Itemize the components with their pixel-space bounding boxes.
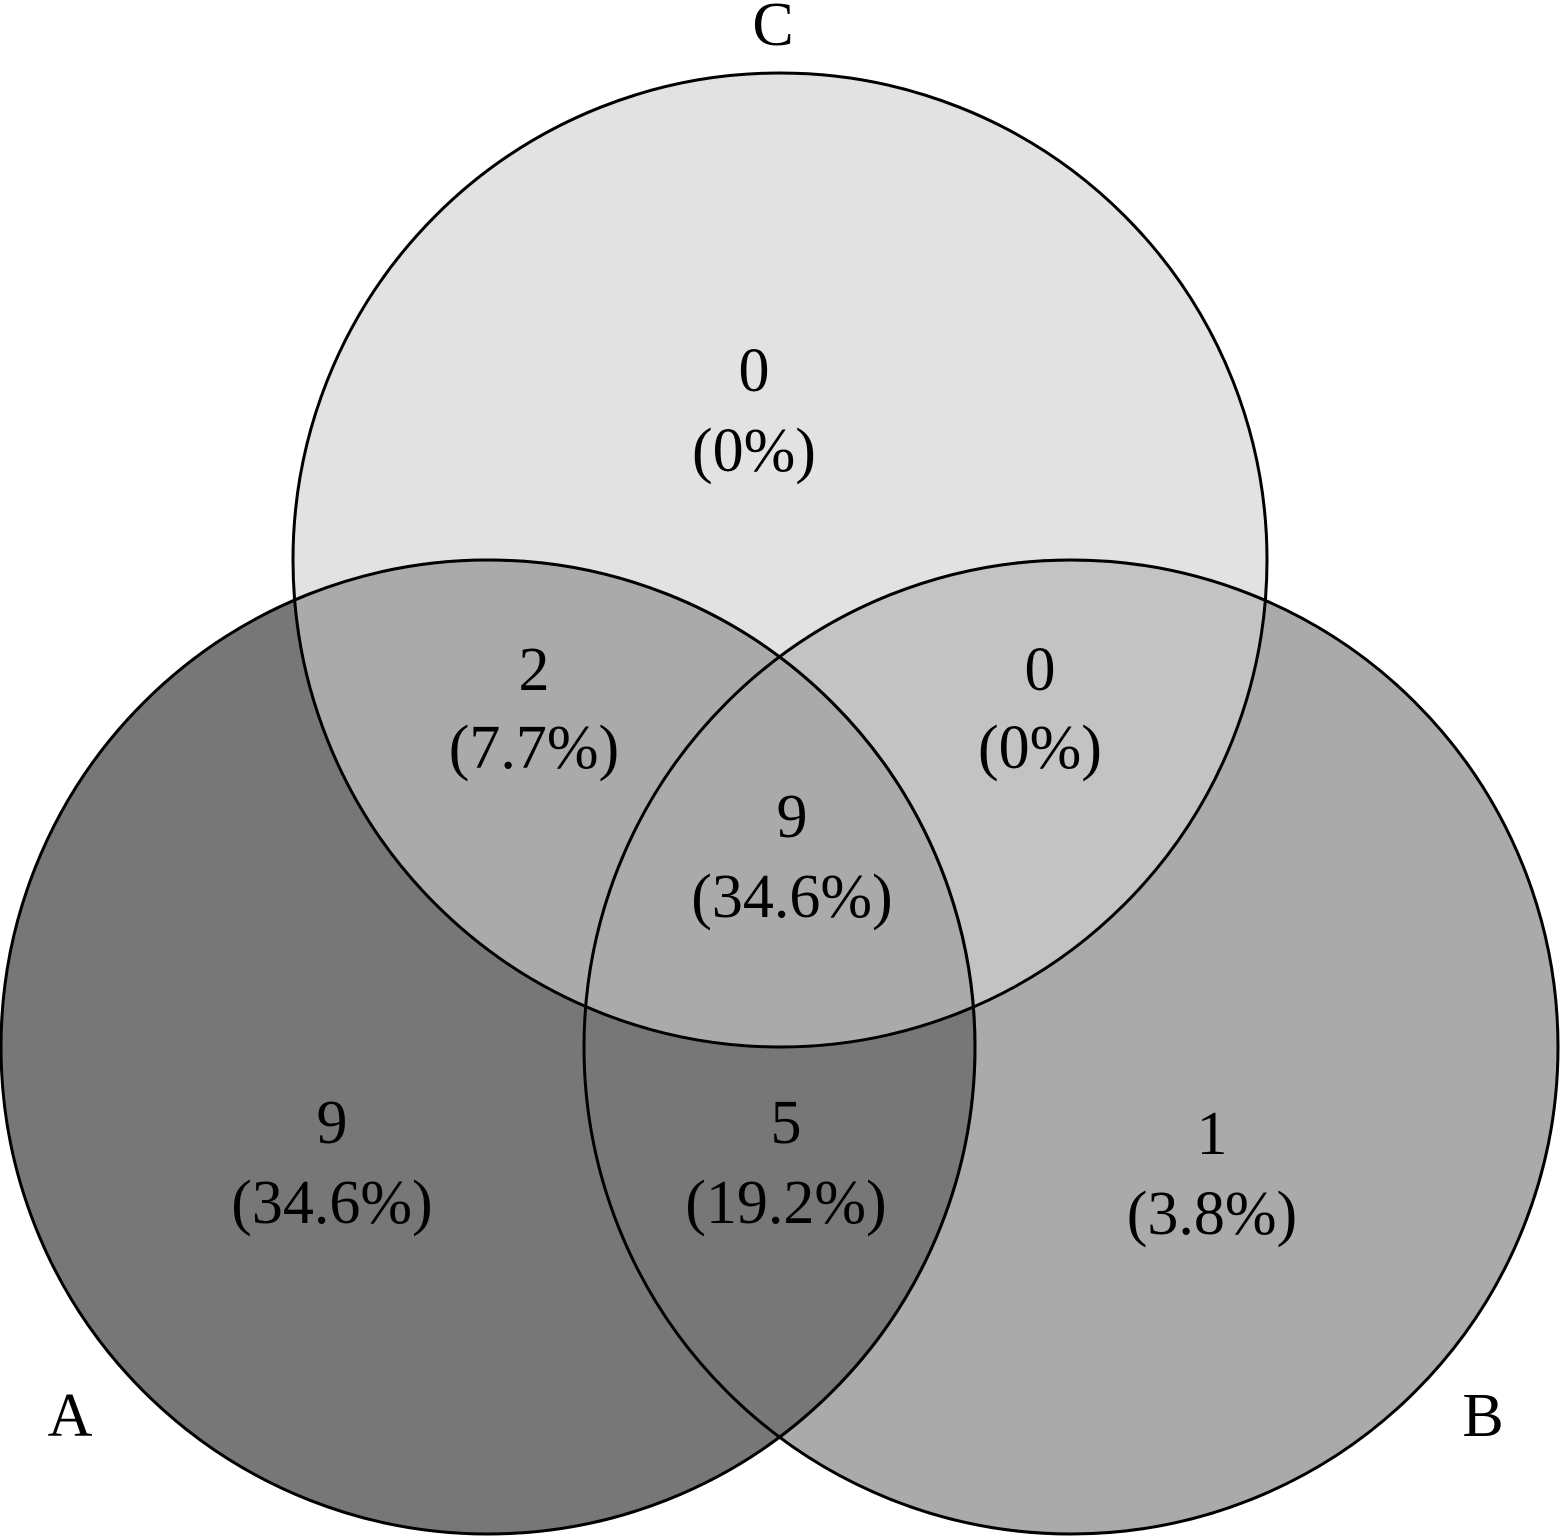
region-bc-label: 0 (0%) bbox=[978, 636, 1102, 782]
region-count: 0 bbox=[1025, 636, 1056, 704]
region-count: 9 bbox=[777, 783, 808, 851]
region-b-only-label: 1 (3.8%) bbox=[1127, 1100, 1297, 1248]
region-ab-label: 5 (19.2%) bbox=[685, 1089, 886, 1237]
set-b-outline bbox=[582, 558, 1560, 1536]
region-percent: (7.7%) bbox=[449, 714, 619, 782]
region-count: 9 bbox=[317, 1089, 348, 1157]
region-count: 1 bbox=[1197, 1100, 1228, 1168]
region-abc-label: 9 (34.6%) bbox=[691, 783, 892, 931]
set-c-label: C bbox=[752, 0, 793, 59]
region-percent: (19.2%) bbox=[685, 1169, 886, 1237]
set-c-outline bbox=[291, 71, 1269, 1049]
region-percent: (3.8%) bbox=[1127, 1180, 1297, 1248]
set-a-label: A bbox=[48, 1382, 93, 1450]
region-ac bbox=[293, 560, 975, 1047]
region-count: 2 bbox=[519, 636, 550, 704]
region-percent: (34.6%) bbox=[691, 863, 892, 931]
region-bc bbox=[584, 560, 1267, 1047]
region-percent: (0%) bbox=[978, 714, 1102, 782]
region-ac-label: 2 (7.7%) bbox=[449, 636, 619, 782]
region-count: 0 bbox=[739, 337, 770, 405]
set-b-label: B bbox=[1462, 1382, 1503, 1450]
region-percent: (0%) bbox=[692, 417, 816, 485]
set-a-outline bbox=[0, 558, 977, 1536]
region-percent: (34.6%) bbox=[231, 1169, 432, 1237]
region-a-only-label: 9 (34.6%) bbox=[231, 1089, 432, 1237]
region-c-only-label: 0 (0%) bbox=[692, 337, 816, 485]
region-count: 5 bbox=[771, 1089, 802, 1157]
